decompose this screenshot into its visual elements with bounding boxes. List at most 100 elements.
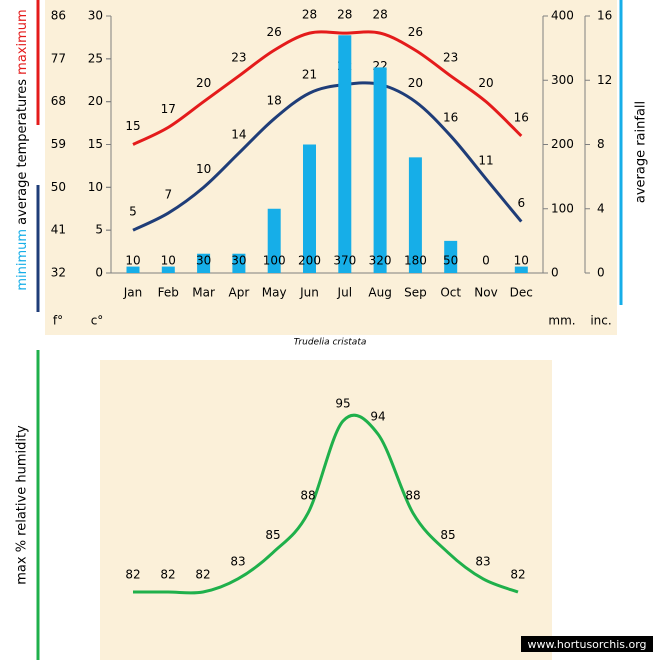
temp-label: 26	[267, 25, 282, 39]
max-label: maximum	[15, 9, 30, 75]
rain-bar	[338, 35, 352, 274]
y-c-tick-label: 5	[95, 223, 103, 237]
temp-label: 20	[478, 76, 493, 90]
rain-bar	[161, 266, 175, 273]
temp-label: 11	[478, 153, 493, 167]
bottom-panel	[100, 360, 552, 660]
temp-label: 20	[196, 76, 211, 90]
rain-bar	[303, 144, 316, 273]
humidity-label: 82	[125, 568, 140, 582]
rain-label: 180	[404, 254, 427, 268]
y-label: average temperatures	[15, 79, 30, 225]
temp-line	[132, 81, 523, 232]
y3-tick-label: 4	[597, 201, 605, 215]
humidity-label: 83	[475, 554, 490, 568]
humidity-label: 88	[300, 489, 315, 503]
temp-label: 5	[129, 205, 137, 219]
y-f-tick-label: 86	[51, 9, 66, 23]
y2-tick-label: 300	[551, 73, 574, 87]
temp-label: 28	[337, 8, 352, 22]
y2-tick-label: 0	[551, 266, 559, 280]
rain-bar	[408, 157, 422, 273]
x-tick-label: Jan	[123, 286, 143, 300]
temp-label: 16	[443, 110, 458, 124]
x-tick-label: Apr	[229, 286, 250, 300]
top-panel	[45, 0, 617, 335]
y-f-tick-label: 59	[51, 137, 66, 151]
rain-bar	[232, 253, 246, 273]
x-tick-label: May	[262, 286, 287, 300]
y-f-tick-label: 77	[51, 51, 66, 65]
rain-label: 320	[369, 254, 392, 268]
y-f-tick-label: 68	[51, 94, 66, 108]
temp-label: 23	[231, 50, 246, 64]
y3-tick-label: 8	[597, 137, 605, 151]
humidity-label: 95	[335, 397, 350, 411]
chart-title: Trudelia cristata	[294, 338, 367, 348]
temp-label: 10	[196, 162, 211, 176]
rain-bar	[514, 266, 528, 273]
rain-label: 10	[161, 254, 176, 268]
y-c-tick-label: 15	[88, 137, 103, 151]
unit-f: f°	[53, 314, 63, 328]
humidity-label: 88	[405, 489, 420, 503]
y-c-tick-label: 20	[88, 94, 103, 108]
humidity-label: 85	[265, 528, 280, 542]
temp-line	[132, 30, 523, 146]
rain-label: 50	[443, 254, 458, 268]
x-tick-label: Sep	[404, 286, 427, 300]
x-tick-label: Oct	[440, 286, 461, 300]
temp-label: 28	[372, 8, 387, 22]
y-c-tick-label: 10	[88, 180, 103, 194]
unit-inch: inc.	[590, 314, 611, 328]
y-f-tick-label: 50	[51, 180, 66, 194]
y-axis-title: minimum average temperatures maximum	[15, 9, 30, 290]
rain-label: 30	[196, 254, 211, 268]
rain-bar	[126, 266, 140, 273]
temp-label: 21	[302, 68, 317, 82]
unit-mm: mm.	[548, 314, 575, 328]
temp-label: 7	[164, 188, 172, 202]
y-c-tick-label: 25	[88, 51, 103, 65]
x-tick-label: Feb	[158, 286, 179, 300]
y3-tick-label: 0	[597, 266, 605, 280]
x-tick-label: Jun	[299, 286, 319, 300]
humidity-label: 94	[370, 410, 385, 424]
temp-label: 15	[125, 119, 140, 133]
temp-label: 6	[517, 196, 525, 210]
temp-label: 16	[514, 110, 529, 124]
y-c-tick-label: 0	[95, 266, 103, 280]
unit-c: c°	[91, 314, 104, 328]
rain-bar	[267, 208, 281, 273]
humidity-label: 83	[230, 554, 245, 568]
y2-axis-title: average rainfall	[634, 101, 649, 203]
rain-bar	[197, 253, 211, 273]
temp-label: 20	[408, 76, 423, 90]
y2-tick-label: 400	[551, 9, 574, 23]
y3-tick-label: 12	[597, 73, 612, 87]
y-f-tick-label: 32	[51, 266, 66, 280]
rain-label: 200	[298, 254, 321, 268]
humidity-title: max % relative humidity	[15, 425, 30, 585]
rain-label: 10	[514, 254, 529, 268]
y2-tick-label: 200	[551, 137, 574, 151]
min-label: minimum	[15, 229, 30, 291]
watermark: www.hortusorchis.org	[527, 638, 646, 651]
y-c-tick-label: 30	[88, 9, 103, 23]
humidity-label: 82	[510, 568, 525, 582]
rain-label: 10	[125, 254, 140, 268]
rain-bar	[373, 67, 387, 274]
temp-label: 18	[267, 93, 282, 107]
humidity-line	[133, 413, 519, 595]
rain-bar	[444, 240, 458, 273]
temp-label: 28	[302, 8, 317, 22]
x-tick-label: Aug	[368, 286, 391, 300]
rain-label: 370	[333, 254, 356, 268]
x-tick-label: Nov	[474, 286, 497, 300]
rain-label: 0	[482, 254, 490, 268]
temp-label: 14	[231, 128, 246, 142]
y3-tick-label: 16	[597, 9, 612, 23]
temp-label: 26	[408, 25, 423, 39]
y2-tick-label: 100	[551, 201, 574, 215]
